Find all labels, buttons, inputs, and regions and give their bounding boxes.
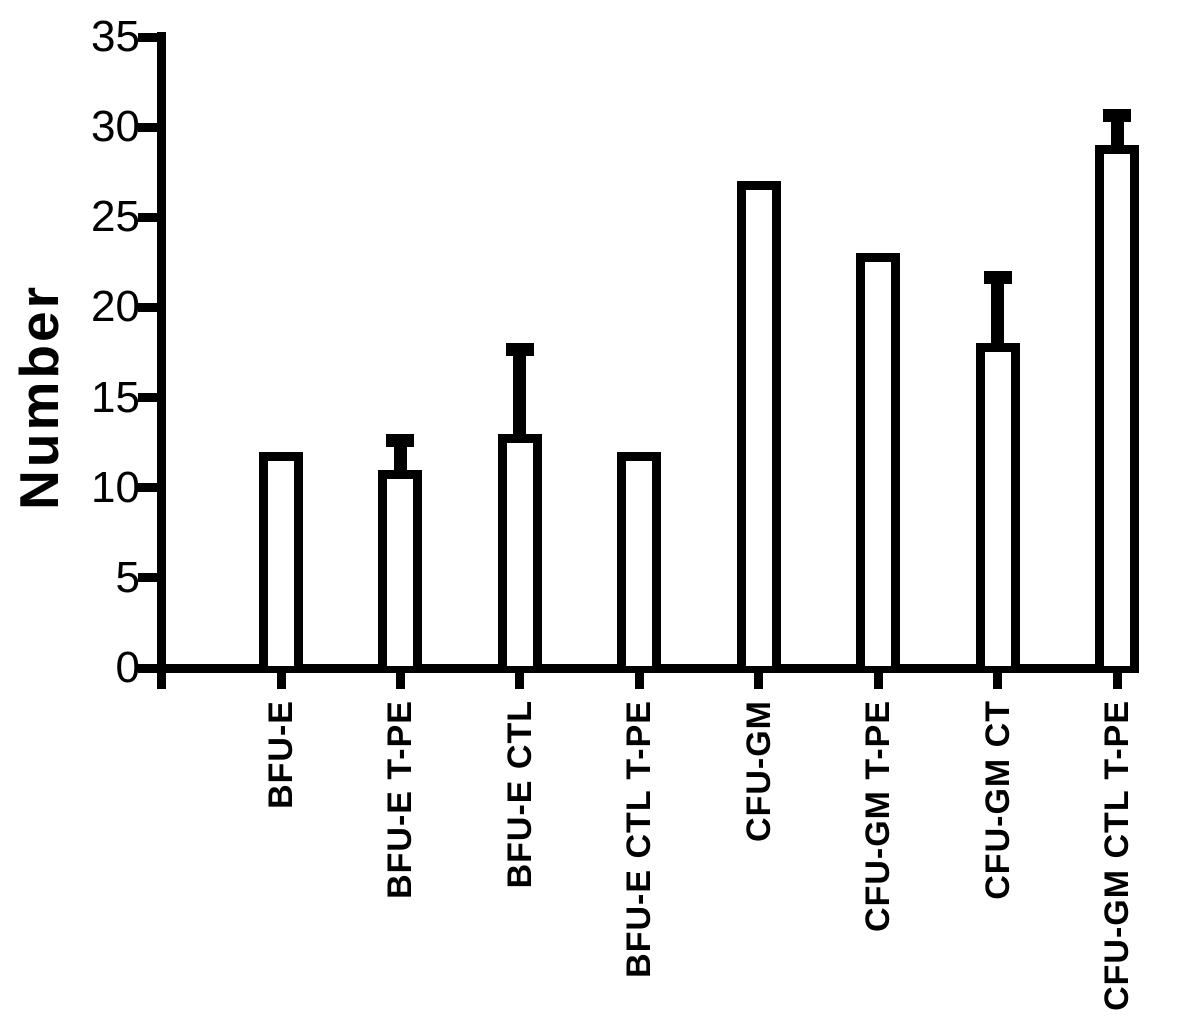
y-tick-label: 20 [91, 282, 140, 332]
error-bar-line [513, 354, 527, 436]
error-bar-line [393, 444, 407, 472]
x-label-wrap: CFU-GM CT [963, 700, 1033, 900]
bar [856, 253, 901, 666]
bar [617, 451, 662, 666]
error-bar-cap [983, 271, 1012, 285]
bar [736, 181, 781, 666]
y-tick-label: 30 [91, 102, 140, 152]
x-tick [754, 673, 764, 689]
x-label-wrap: CFU-GM T-PE [843, 700, 913, 932]
x-label: CFU-GM T-PE [859, 700, 898, 932]
x-label: CFU-GM [739, 700, 778, 842]
x-tick [1112, 673, 1122, 689]
y-tick-label: 25 [91, 192, 140, 242]
x-label: BFU-E T-PE [381, 700, 420, 899]
x-tick [395, 673, 405, 689]
y-tick [138, 393, 161, 403]
bar [1095, 145, 1139, 666]
x-label-wrap: BFU-E [246, 700, 316, 809]
y-tick [138, 663, 161, 673]
x-tick [873, 673, 883, 689]
x-label-wrap: BFU-E CTL [485, 700, 555, 888]
bar [497, 433, 542, 666]
x-tick [515, 673, 525, 689]
y-tick [138, 32, 161, 42]
x-tick [993, 673, 1003, 689]
x-tick [276, 673, 286, 689]
y-tick [138, 483, 161, 493]
bar [259, 451, 303, 666]
x-label: BFU-E CTL [500, 700, 539, 889]
x-label: BFU-E [262, 700, 300, 809]
x-label: BFU-E CTL T-PE [620, 700, 659, 978]
y-tick [138, 122, 161, 132]
y-tick-label: 15 [91, 372, 140, 422]
x-label-wrap: BFU-E CTL T-PE [604, 700, 674, 978]
y-tick-label: 10 [91, 462, 140, 512]
bar [975, 343, 1020, 666]
y-axis [157, 32, 166, 673]
x-tick [634, 673, 644, 689]
error-bar-cap [505, 343, 534, 357]
bar [378, 469, 423, 666]
x-axis [157, 664, 1139, 673]
x-label-wrap: BFU-E T-PE [365, 700, 435, 899]
error-bar-line [1110, 120, 1124, 148]
y-tick-label: 0 [115, 643, 140, 692]
y-tick [138, 212, 161, 222]
x-label: CFU-GM CT [978, 700, 1017, 900]
x-tick [157, 673, 166, 689]
y-tick [138, 573, 161, 583]
y-tick [138, 302, 161, 312]
y-tick-label: 5 [115, 552, 140, 602]
error-bar-cap [386, 433, 415, 447]
y-tick-label: 35 [91, 12, 140, 61]
x-label-wrap: CFU-GM [724, 700, 794, 842]
x-label: CFU-GM CTL T-PE [1098, 700, 1136, 1011]
error-bar-cap [1103, 109, 1131, 123]
error-bar-line [991, 282, 1005, 346]
x-label-wrap: CFU-GM CTL T-PE [1082, 700, 1152, 1011]
